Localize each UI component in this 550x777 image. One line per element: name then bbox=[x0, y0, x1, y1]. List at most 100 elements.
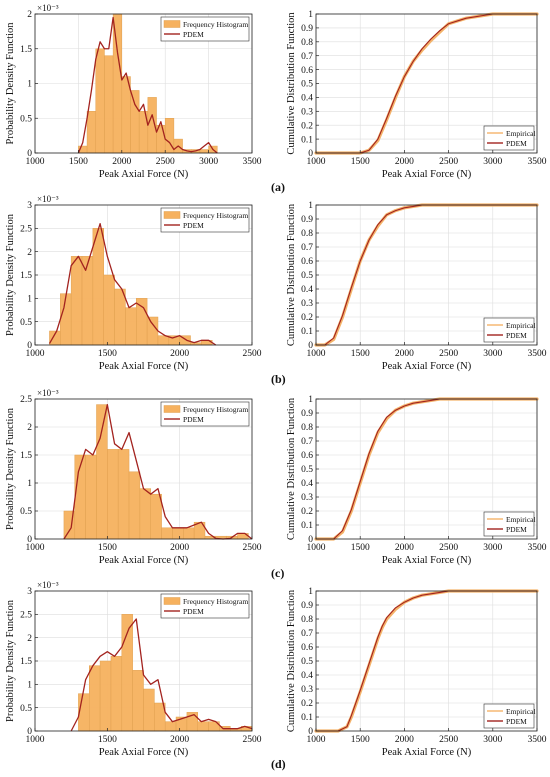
pdf-d-xtick-label: 2000 bbox=[170, 735, 189, 745]
pdf-c-xtick-label: 2500 bbox=[243, 543, 262, 553]
cdf-a-ytick-label: 0.5 bbox=[301, 80, 313, 90]
cdf-c-xtick-label: 1000 bbox=[307, 543, 326, 553]
pdf-c-ytick-label: 2.5 bbox=[20, 395, 32, 405]
pdf-b-xtick-label: 1000 bbox=[26, 349, 45, 359]
cdf-d-ytick-label: 0.1 bbox=[301, 713, 313, 723]
pdf-d-ytick-label: 0 bbox=[27, 727, 32, 737]
cdf-a-ytick-label: 0.2 bbox=[301, 121, 313, 131]
cdf-c-xtick-label: 1500 bbox=[351, 543, 370, 553]
pdf-d-xtick-label: 2500 bbox=[243, 735, 262, 745]
pdf-a-xtick-label: 1500 bbox=[69, 157, 88, 167]
cdf-d-xtick-label: 3500 bbox=[528, 735, 547, 745]
pdf-c-legend-label: Frequency Histogram bbox=[183, 405, 248, 414]
pdf-c-exponent-label: ×10⁻³ bbox=[37, 388, 59, 398]
cdf-chart-b: 1000 1500 2000 2500 3000 3500 0 0.1 0.2 0.3 0.4 0.5… bbox=[286, 201, 547, 372]
cdf-d-ylabel: Cumulative Distribution Function bbox=[286, 589, 297, 732]
pdf-chart-d: 1000 1500 2000 2500 0 0.5 1 1.5 2 2.5 3 Peak Axial … bbox=[5, 580, 262, 758]
cdf-c-xtick-label: 2500 bbox=[439, 543, 458, 553]
cdf-a-ytick-label: 0.6 bbox=[301, 66, 313, 76]
subfigure-label-b: (b) bbox=[271, 372, 286, 386]
cdf-d-legend-label: Empirical bbox=[506, 707, 536, 716]
cdf-c-ylabel: Cumulative Distribution Function bbox=[286, 397, 297, 540]
subfigure-label-c: (c) bbox=[271, 566, 285, 580]
cdf-d-ytick-label: 0.4 bbox=[301, 671, 313, 681]
pdf-b-ytick-label: 3 bbox=[27, 201, 32, 211]
cdf-d-xtick-label: 2000 bbox=[395, 735, 414, 745]
cdf-c-ytick-label: 0.7 bbox=[301, 437, 313, 447]
cdf-d-xtick-label: 1000 bbox=[307, 735, 326, 745]
pdf-d-histogram-bar bbox=[78, 693, 90, 732]
pdf-b-ytick-label: 1 bbox=[27, 295, 32, 305]
cdf-d-ytick-label: 0.5 bbox=[301, 657, 313, 667]
pdf-d-legend-label: PDEM bbox=[183, 607, 204, 616]
pdf-chart-c: 1000 1500 2000 2500 0 0.5 1 1.5 2 2.5 Peak Axial F… bbox=[5, 388, 262, 566]
pdf-c-legend-swatch bbox=[163, 405, 181, 413]
cdf-c-xtick-label: 3000 bbox=[483, 543, 502, 553]
pdf-c-xtick-label: 1000 bbox=[26, 543, 45, 553]
cdf-d-ytick-label: 0.7 bbox=[301, 629, 313, 639]
pdf-d-xtick-label: 1000 bbox=[26, 735, 45, 745]
cdf-b-ytick-label: 0.3 bbox=[301, 299, 313, 309]
cdf-a-ytick-label: 0.9 bbox=[301, 24, 313, 34]
cdf-d-legend-label: PDEM bbox=[506, 717, 527, 726]
pdf-d-xlabel: Peak Axial Force (N) bbox=[99, 747, 189, 758]
cdf-d-ytick-label: 0.3 bbox=[301, 685, 313, 695]
pdf-a-ytick-label: 2 bbox=[27, 10, 32, 20]
pdf-chart-a: 1000 1500 2000 2500 3000 3500 0 0.5 1 1.5 2 Peak Ax… bbox=[5, 3, 262, 180]
pdf-b-histogram-bar bbox=[81, 256, 94, 346]
cdf-chart-a: 1000 1500 2000 2500 3000 3500 0 0.1 0.2 0.3 0.4 0.5… bbox=[286, 10, 547, 180]
cdf-c-legend-box bbox=[483, 511, 535, 537]
pdf-d-pdem-curve bbox=[70, 618, 253, 732]
cdf-b-ytick-label: 0.9 bbox=[301, 215, 313, 225]
pdf-b-legend-swatch bbox=[163, 211, 181, 219]
cdf-c-ytick-label: 0.6 bbox=[301, 451, 313, 461]
cdf-c-ytick-label: 0.3 bbox=[301, 493, 313, 503]
pdf-d-histogram-bar bbox=[164, 721, 177, 732]
pdf-c-xtick-label: 1500 bbox=[98, 543, 117, 553]
cdf-b-legend-box bbox=[483, 317, 535, 343]
cdf-a-legend-label: PDEM bbox=[506, 139, 527, 148]
pdf-a-ytick-label: 1 bbox=[27, 80, 32, 90]
pdf-b-histogram-bar bbox=[103, 274, 115, 346]
cdf-c-xtick-label: 2000 bbox=[395, 543, 414, 553]
cdf-b-legend-label: PDEM bbox=[506, 331, 527, 340]
cdf-d-xtick-label: 2500 bbox=[439, 735, 458, 745]
pdf-b-ytick-label: 0 bbox=[27, 341, 32, 351]
pdf-d-xtick-label: 1500 bbox=[98, 735, 117, 745]
pdf-a-ytick-label: 0.5 bbox=[20, 114, 32, 124]
pdf-c-xlabel: Peak Axial Force (N) bbox=[99, 555, 189, 566]
pdf-a-legend-swatch bbox=[163, 20, 181, 28]
cdf-c-ytick-label: 0.4 bbox=[301, 479, 313, 489]
cdf-a-xtick-label: 2000 bbox=[395, 157, 414, 167]
pdf-a-pdem-curve bbox=[77, 16, 218, 154]
pdf-a-xtick-label: 3000 bbox=[199, 157, 218, 167]
cdf-d-ytick-label: 0.2 bbox=[301, 699, 313, 709]
pdf-a-xtick-label: 2000 bbox=[112, 157, 131, 167]
pdf-b-histogram-bar bbox=[114, 288, 126, 346]
cdf-b-xtick-label: 2000 bbox=[395, 349, 414, 359]
cdf-a-xtick-label: 2500 bbox=[439, 157, 458, 167]
cdf-d-ytick-label: 0 bbox=[308, 727, 313, 737]
pdf-c-ytick-label: 1.5 bbox=[20, 451, 32, 461]
cdf-a-ylabel: Cumulative Distribution Function bbox=[286, 12, 297, 155]
cdf-b-ytick-label: 0.5 bbox=[301, 271, 313, 281]
cdf-c-legend-label: PDEM bbox=[506, 525, 527, 534]
cdf-b-xtick-label: 3500 bbox=[528, 349, 547, 359]
pdf-b-xtick-label: 1500 bbox=[98, 349, 117, 359]
cdf-chart-d: 1000 1500 2000 2500 3000 3500 0 0.1 0.2 0.3 0.4 0.5… bbox=[286, 587, 547, 758]
cdf-a-pdem-curve bbox=[315, 13, 538, 154]
pdf-d-ytick-label: 1 bbox=[27, 681, 32, 691]
pdf-c-ytick-label: 0 bbox=[27, 535, 32, 545]
pdf-c-ytick-label: 2 bbox=[27, 423, 32, 433]
pdf-a-histogram-bar bbox=[112, 13, 123, 154]
pdf-b-histogram-bar bbox=[136, 298, 148, 346]
cdf-a-ytick-label: 0.7 bbox=[301, 52, 313, 62]
cdf-b-xtick-label: 1500 bbox=[351, 349, 370, 359]
cdf-b-ytick-label: 0.4 bbox=[301, 285, 313, 295]
